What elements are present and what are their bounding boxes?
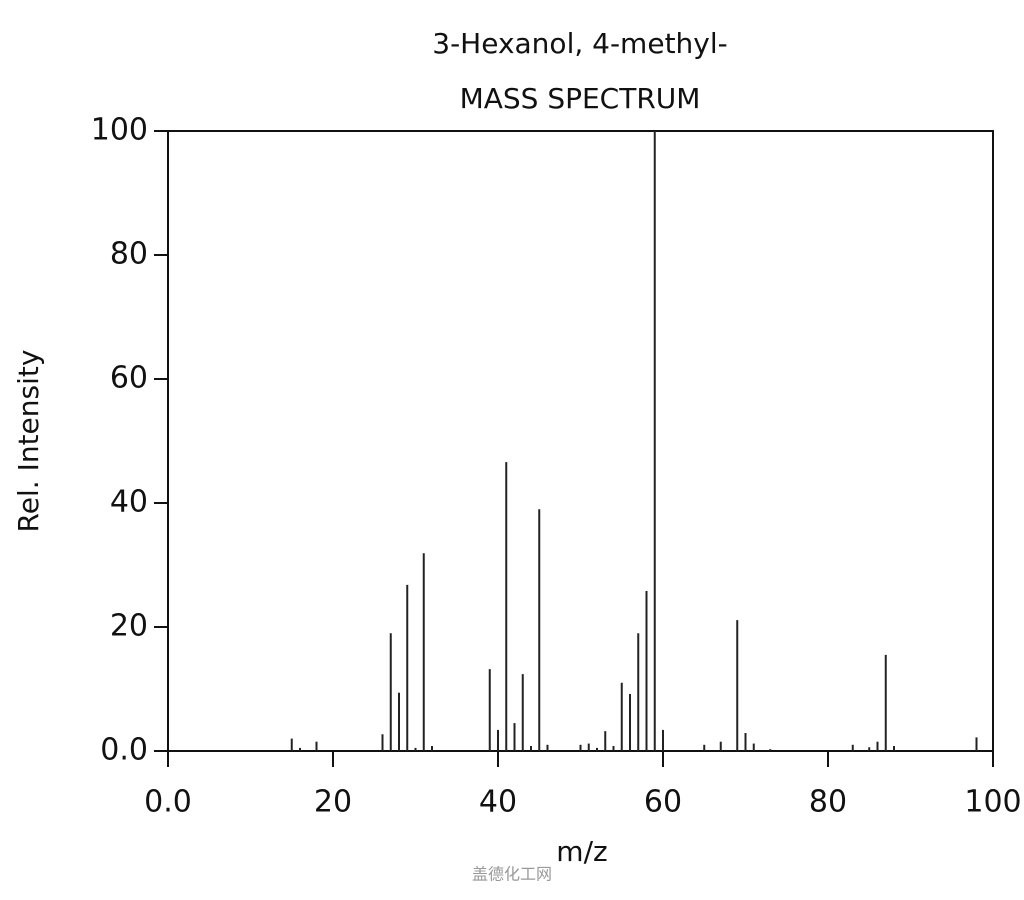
- y-axis-label: Rel. Intensity: [12, 350, 45, 533]
- watermark: 盖德化工网: [472, 865, 552, 884]
- x-tick-label: 80: [809, 785, 847, 820]
- x-tick-label: 60: [644, 785, 682, 820]
- x-tick-label: 0.0: [144, 785, 192, 820]
- x-axis-label: m/z: [556, 835, 607, 868]
- plot-frame: [167, 130, 994, 752]
- x-tick-label: 40: [479, 785, 517, 820]
- y-tick-label: 80: [110, 237, 148, 272]
- y-tick-label: 60: [110, 361, 148, 396]
- chart-title: 3-Hexanol, 4-methyl-: [432, 27, 728, 60]
- y-tick-label: 20: [110, 609, 148, 644]
- y-tick-label: 0.0: [100, 733, 148, 768]
- x-tick-label: 100: [964, 785, 1021, 820]
- y-tick-label: 100: [91, 113, 148, 148]
- y-tick-label: 40: [110, 485, 148, 520]
- x-tick-label: 20: [314, 785, 352, 820]
- chart-subtitle: MASS SPECTRUM: [460, 82, 701, 115]
